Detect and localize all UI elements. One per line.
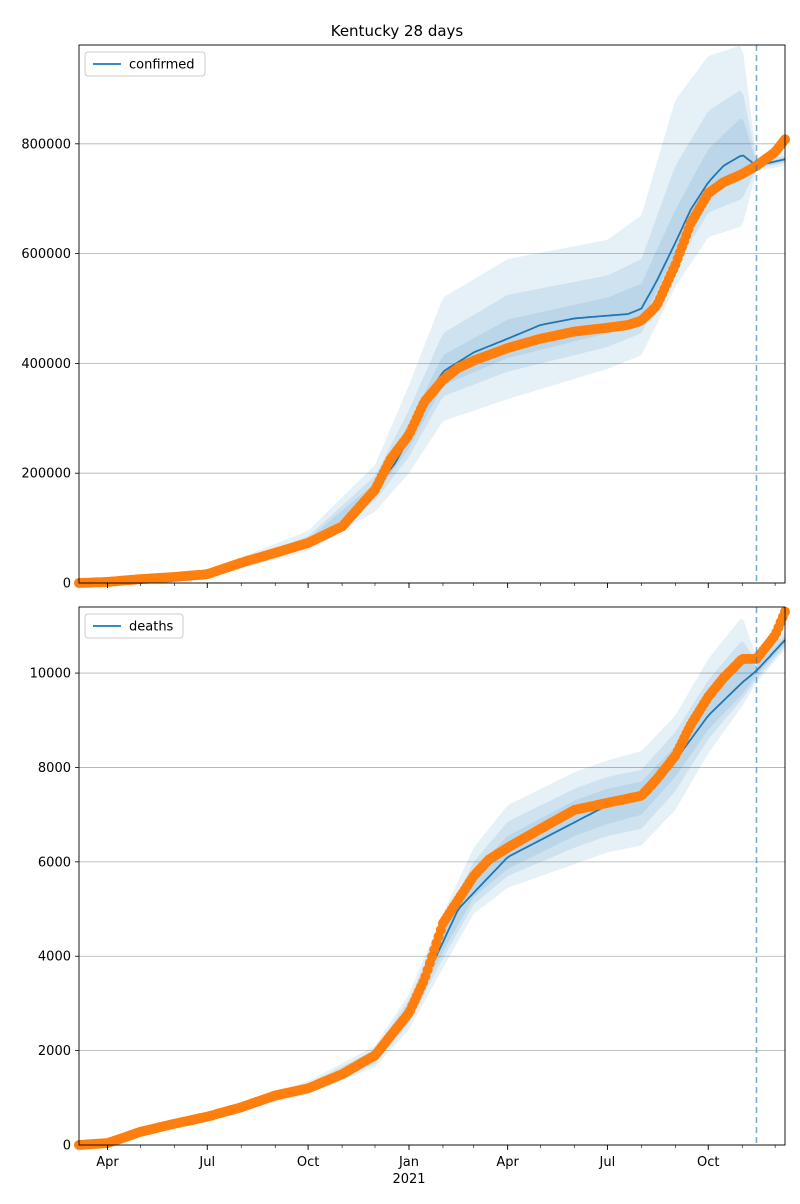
legend-label: deaths: [129, 620, 174, 635]
legend-label: confirmed: [129, 58, 195, 73]
x-tick-label: Jan: [398, 1155, 419, 1170]
y-tick-label: 400000: [21, 357, 71, 372]
y-tick-label: 10000: [30, 667, 71, 682]
confirmed-panel: 0 200000 400000 600000 800000 confirmed: [21, 44, 790, 592]
uncertainty-band-outer: [79, 619, 785, 1145]
legend-box: [84, 51, 206, 77]
uncertainty-band-mid: [79, 90, 785, 584]
y-tick-label: 0: [63, 577, 71, 592]
y-tick-label: 8000: [38, 761, 71, 776]
x-year-label: 2021: [392, 1172, 425, 1187]
x-tick-label: Apr: [496, 1155, 519, 1170]
y-tick-label: 200000: [21, 467, 71, 482]
y-tick-label: 6000: [38, 855, 71, 870]
y-tick-label: 600000: [21, 247, 71, 262]
y-tick-label: 800000: [21, 137, 71, 152]
x-tick-label: Oct: [697, 1155, 719, 1170]
x-tick-label: Jul: [599, 1155, 616, 1170]
y-tick-label: 0: [63, 1139, 71, 1154]
uncertainty-band-inner: [79, 118, 785, 583]
y-tick-label: 2000: [38, 1044, 71, 1059]
legend: deaths: [84, 613, 184, 639]
legend-box: [84, 613, 184, 639]
chart-title: Kentucky 28 days: [331, 22, 464, 40]
x-tick-label: Oct: [297, 1155, 319, 1170]
legend: confirmed: [84, 51, 206, 77]
axes-frame: [78, 606, 786, 1146]
axes-frame: [78, 44, 786, 584]
x-tick-label: Apr: [96, 1155, 119, 1170]
x-tick-label: Jul: [198, 1155, 215, 1170]
y-tick-label: 4000: [38, 950, 71, 965]
deaths-panel: 0 2000 4000 6000 8000 10000 Apr Jul Oct Jan Apr Jul…: [30, 606, 790, 1170]
